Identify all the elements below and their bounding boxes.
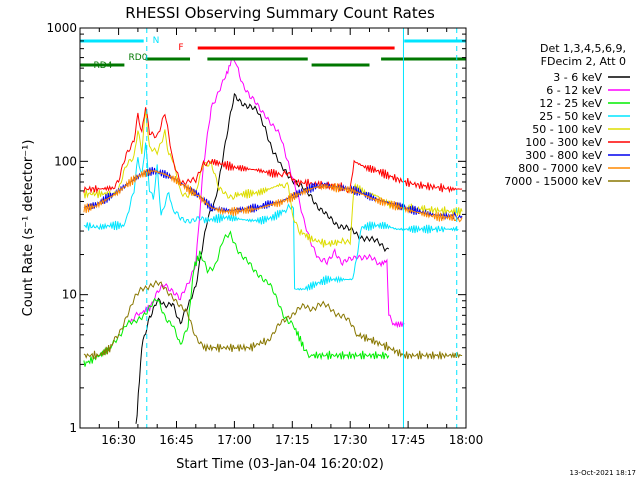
legend: Det 1,3,4,5,6,9,FDecim 2, Att 0 3 - 6 keV… [504,42,630,188]
x-axis-label: Start Time (03-Jan-04 16:20:02) [176,457,384,472]
legend-label: 25 - 50 keV [539,110,602,123]
legend-title-line: Det 1,3,4,5,6,9, [540,42,626,55]
series-line-4 [83,142,459,292]
chart-title: RHESSI Observing Summary Count Rates [125,4,435,22]
x-tick-label: 16:45 [159,433,194,447]
legend-label: 800 - 7000 keV [518,162,602,175]
legend-title-line: FDecim 2, Att 0 [541,55,626,68]
state-bar-label-rd0: RD0 [129,53,148,63]
legend-label: 7000 - 15000 keV [504,175,602,188]
legend-label: 3 - 6 keV [553,71,602,84]
legend-label: 300 - 800 keV [525,149,602,162]
series-layer [83,57,463,424]
series-line-8 [83,169,463,223]
legend-label: 6 - 12 keV [546,84,602,97]
y-tick-label: 10 [62,288,77,302]
x-tick-label: 17:15 [275,433,310,447]
state-bar-label-f: F [178,43,183,53]
x-tick-label: 16:30 [101,433,136,447]
x-tick-label: 18:00 [449,433,484,447]
state-bar-label-n: N [153,36,160,46]
x-tick-label: 17:30 [333,433,368,447]
x-tick-label: 17:00 [217,433,252,447]
y-axis: 1 10 100 1000 [46,21,466,435]
legend-label: 100 - 300 keV [525,136,602,149]
timestamp-label: 13-Oct-2021 18:17 [570,469,636,477]
series-line-3 [83,230,390,367]
legend-label: 12 - 25 keV [539,97,602,110]
y-tick-label: 100 [54,154,77,168]
state-bar-label-rd4: RD4 [94,61,113,71]
legend-label: 50 - 100 keV [532,123,602,136]
y-tick-label: 1000 [46,21,77,35]
y-tick-label: 1 [69,421,77,435]
plot-frame [79,27,467,429]
series-line-6 [83,107,463,194]
series-line-2 [129,57,405,329]
instrument-state-lines [146,28,458,428]
state-bars-layer: N F RD0 RD4 [80,36,466,71]
series-line-1 [135,92,390,424]
x-tick-label: 17:45 [391,433,426,447]
y-axis-label: Count Rate (s⁻¹ detector⁻¹) [21,140,36,317]
series-line-9 [83,279,463,361]
x-axis: 16:30 16:45 17:00 17:15 17:30 17:45 18:00 [79,28,484,447]
